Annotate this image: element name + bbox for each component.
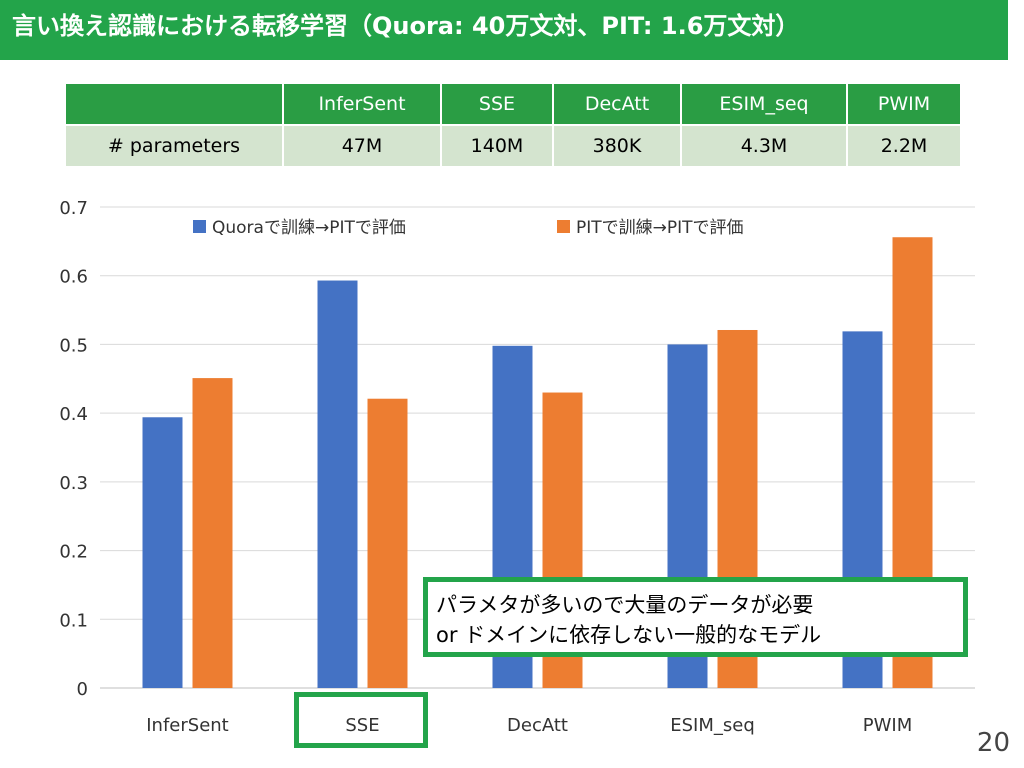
table-row-label: # parameters xyxy=(64,124,284,168)
legend-label: Quoraで訓練→PITで評価 xyxy=(212,218,406,238)
table-cell: 140M xyxy=(440,124,554,168)
page-number: 20 xyxy=(976,728,1010,758)
slide-title: 言い換え認識における転移学習（Quora: 40万文対、PIT: 1.6万文対） xyxy=(12,12,800,40)
table-header-cell: SSE xyxy=(440,82,554,126)
y-tick-label: 0.3 xyxy=(59,473,88,494)
callout-line: パラメタが多いので大量のデータが必要 xyxy=(436,593,814,617)
x-tick-label: DecAtt xyxy=(507,715,568,736)
callout-line: or ドメインに依存しない一般的なモデル xyxy=(436,623,822,647)
title-bar: 言い換え認識における転移学習（Quora: 40万文対、PIT: 1.6万文対） xyxy=(0,0,1008,60)
bar-1 xyxy=(317,280,358,688)
sse-highlight-box xyxy=(294,692,428,748)
table-cell: 47M xyxy=(282,124,442,168)
y-tick-label: 0.5 xyxy=(59,335,88,356)
bar-2 xyxy=(192,378,233,688)
table-cell: 380K xyxy=(552,124,682,168)
y-tick-label: 0.1 xyxy=(59,610,88,631)
bar-2 xyxy=(367,398,408,688)
x-tick-label: PWIM xyxy=(863,715,913,736)
callout-box: パラメタが多いので大量のデータが必要 or ドメインに依存しない一般的なモデル xyxy=(423,577,968,657)
table-header-cell xyxy=(64,82,284,126)
y-tick-label: 0.4 xyxy=(59,404,88,425)
table-header-cell: InferSent xyxy=(282,82,442,126)
y-tick-label: 0 xyxy=(77,679,88,700)
legend-swatch xyxy=(557,220,570,233)
table-cell: 2.2M xyxy=(846,124,962,168)
x-tick-label: InferSent xyxy=(146,715,229,736)
parameters-table: InferSent SSE DecAtt ESIM_seq PWIM # par… xyxy=(64,82,962,168)
table-header-cell: ESIM_seq xyxy=(680,82,848,126)
table-header-row: InferSent SSE DecAtt ESIM_seq PWIM xyxy=(64,82,962,126)
y-tick-label: 0.2 xyxy=(59,542,88,563)
table-header-cell: PWIM xyxy=(846,82,962,126)
x-tick-label: SSE xyxy=(345,715,379,736)
table-cell: 4.3M xyxy=(680,124,848,168)
table-row: # parameters 47M 140M 380K 4.3M 2.2M xyxy=(64,124,962,168)
x-tick-label: ESIM_seq xyxy=(670,715,755,736)
y-tick-label: 0.7 xyxy=(59,198,88,219)
table-header-cell: DecAtt xyxy=(552,82,682,126)
bar-1 xyxy=(142,417,183,688)
legend-label: PITで訓練→PITで評価 xyxy=(576,218,744,238)
y-tick-label: 0.6 xyxy=(59,267,88,288)
legend-swatch xyxy=(193,220,206,233)
